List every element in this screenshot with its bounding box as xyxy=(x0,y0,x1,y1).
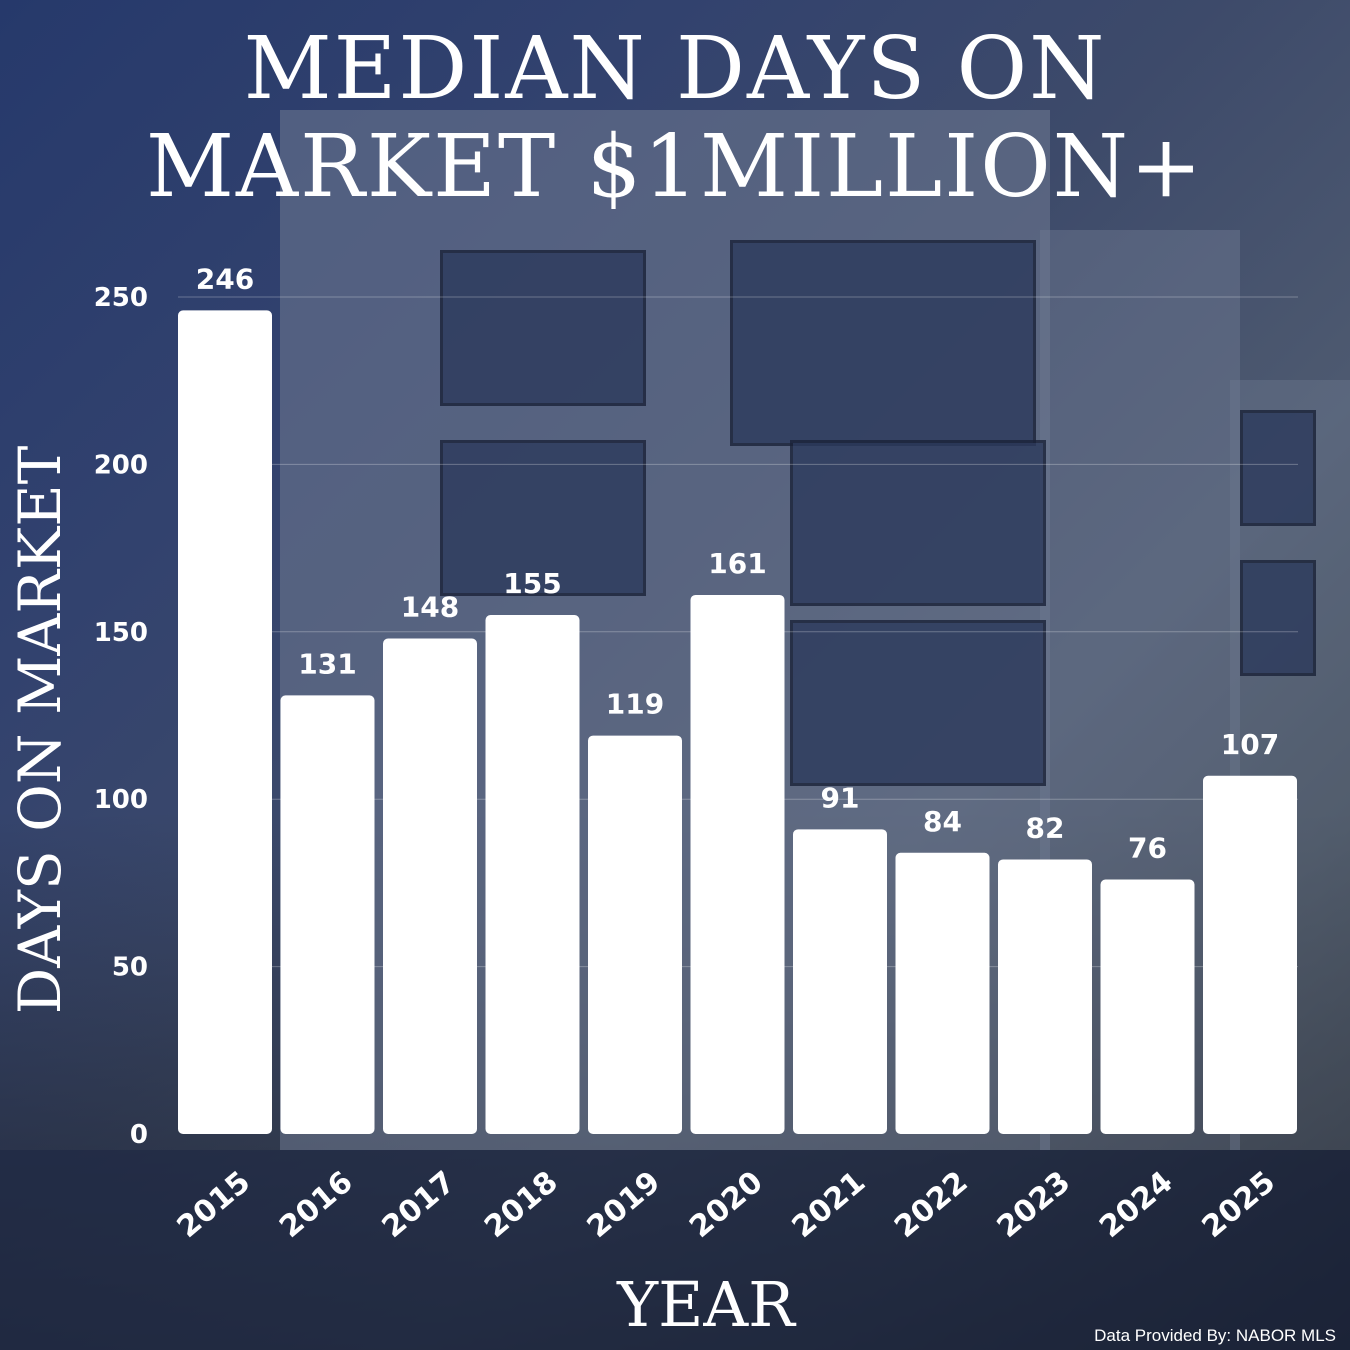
building-window xyxy=(440,250,646,406)
bar-2018 xyxy=(485,615,580,1134)
building-window xyxy=(1240,560,1316,676)
data-label: 119 xyxy=(606,688,664,721)
data-label: 161 xyxy=(708,547,766,580)
x-tick-label: 2016 xyxy=(273,1164,359,1244)
x-tick-label: 2018 xyxy=(478,1164,564,1244)
bar-2022 xyxy=(895,852,990,1134)
bar-2015 xyxy=(178,310,272,1135)
data-label: 76 xyxy=(1128,832,1167,865)
x-tick-label: 2015 xyxy=(171,1164,257,1244)
x-tick-label: 2021 xyxy=(786,1164,872,1244)
data-label: 246 xyxy=(196,262,254,295)
data-credit: Data Provided By: NABOR MLS xyxy=(1094,1326,1336,1345)
bar-2023 xyxy=(998,859,1092,1134)
bar-2017 xyxy=(383,638,477,1134)
bar-2016 xyxy=(280,695,375,1134)
y-tick-label: 250 xyxy=(94,283,148,313)
y-tick-label: 50 xyxy=(112,953,148,983)
data-label: 91 xyxy=(821,781,860,814)
x-tick-label: 2017 xyxy=(376,1164,462,1244)
y-tick-label: 100 xyxy=(94,785,148,815)
y-tick-label: 200 xyxy=(94,450,148,480)
data-label: 131 xyxy=(298,647,356,680)
bar-2020 xyxy=(690,594,785,1134)
chart-title: MEDIAN DAYS ON MARKET $1MILLION+ xyxy=(145,19,1205,217)
data-label: 148 xyxy=(401,590,459,623)
building-window xyxy=(790,620,1046,786)
building-window xyxy=(790,440,1046,606)
x-tick-label: 2019 xyxy=(581,1164,667,1244)
building-window xyxy=(440,440,646,596)
bar-2021 xyxy=(793,829,887,1134)
y-tick-label: 0 xyxy=(130,1120,148,1150)
data-label: 82 xyxy=(1026,811,1065,844)
x-tick-label: 2024 xyxy=(1093,1164,1179,1244)
bar-2025 xyxy=(1203,775,1297,1134)
ground-strip xyxy=(0,1150,1350,1350)
x-axis-label: YEAR xyxy=(617,1268,795,1341)
y-tick-label: 150 xyxy=(94,618,148,648)
data-label: 155 xyxy=(503,567,561,600)
bar-2019 xyxy=(588,735,682,1134)
x-tick-label: 2023 xyxy=(991,1164,1077,1244)
x-tick-label: 2025 xyxy=(1196,1164,1282,1244)
bar-2024 xyxy=(1100,879,1195,1134)
x-tick-label: 2022 xyxy=(888,1164,974,1244)
building-window xyxy=(1240,410,1316,526)
x-tick-label: 2020 xyxy=(683,1164,769,1244)
data-label: 107 xyxy=(1221,728,1279,761)
data-label: 84 xyxy=(923,805,962,838)
